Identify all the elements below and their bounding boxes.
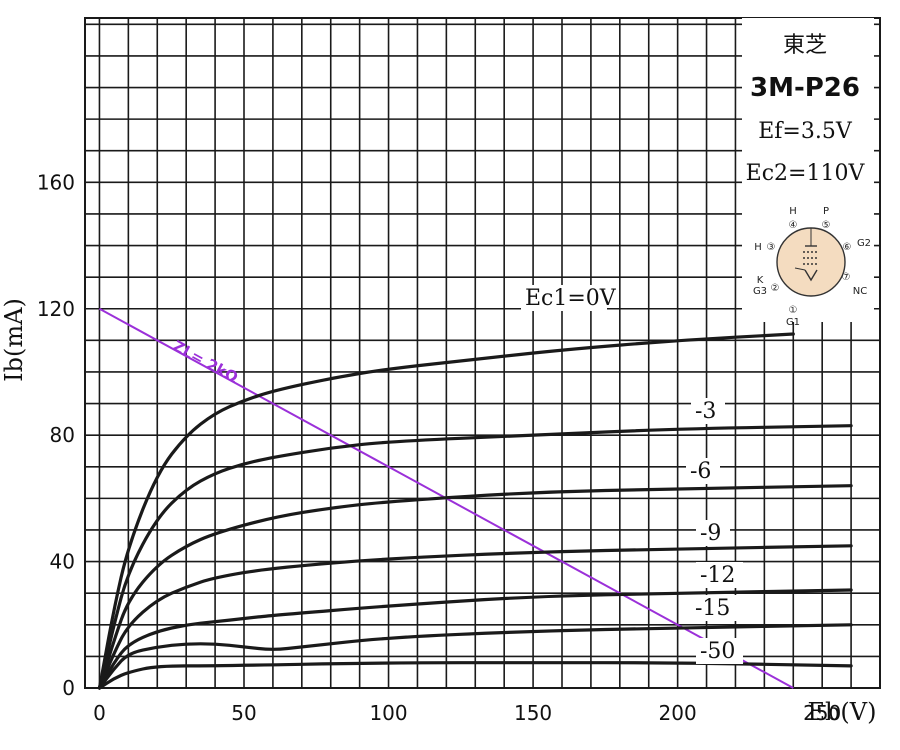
tube-symbol-icon (794, 228, 819, 282)
pin-6-number: ⑥ (843, 242, 852, 253)
y-tick-label: 120 (37, 297, 75, 321)
x-axis-label: Eb(V) (808, 698, 877, 726)
series-label-background (521, 285, 607, 311)
series-label-background (696, 520, 730, 546)
series-label: -50 (700, 639, 735, 664)
series-label-background (691, 398, 725, 424)
curve-ec1-3 (97, 424, 853, 690)
curves (97, 332, 853, 690)
curve-ec1-12 (97, 588, 853, 690)
pin-3-number: ③ (767, 242, 776, 253)
y-tick-label: 80 (50, 423, 75, 447)
x-tick-label: 50 (231, 701, 256, 725)
filament-voltage: Ef=3.5V (758, 119, 853, 144)
x-tick-label: 0 (93, 701, 106, 725)
pin-4-label: H (789, 206, 797, 217)
series-label-background (691, 595, 738, 621)
curve-ec1-50 (97, 661, 853, 690)
series-label: -6 (690, 459, 711, 484)
curve-ec1-6 (97, 484, 853, 690)
curve-ec1-15 (97, 623, 853, 690)
pin-diagram: ① G1 ② K G3 ③ H ④ H ⑤ P ⑥ G2 ⑦ NC (753, 206, 871, 328)
pin-5-label: P (823, 206, 829, 217)
pin-2-label: K (757, 275, 764, 286)
series-label-background (686, 458, 720, 484)
y-tick-label: 40 (50, 550, 75, 574)
plot-frame (84, 17, 881, 689)
series-label: -9 (700, 521, 721, 546)
tube-model: 3M-P26 (750, 73, 860, 103)
pin-6-label: G2 (857, 238, 871, 249)
x-tick-label: 200 (659, 701, 697, 725)
screen-voltage: Ec2=110V (746, 161, 866, 186)
pin-1-label: G1 (786, 317, 800, 328)
maker-name: 東芝 (783, 33, 827, 58)
series-label-background (696, 562, 743, 588)
series-label: Ec1=0V (525, 286, 617, 311)
x-tick-label: 250 (803, 701, 841, 725)
x-tick-label: 100 (369, 701, 407, 725)
series-label-background (696, 638, 743, 664)
series-label: -3 (695, 399, 716, 424)
y-axis-label: Ib(mA) (0, 298, 28, 382)
labels: 0 50 100 150 200 250 0 40 80 120 160 Eb(V) Ib(mA) Ec1… (0, 170, 876, 726)
curve-ec1-10 (97, 332, 795, 690)
y-tick-label: 160 (37, 170, 75, 194)
pin-7-label: NC (853, 286, 867, 297)
x-tick-label: 150 (514, 701, 552, 725)
series-label: -15 (695, 596, 730, 621)
pin-5-number: ⑤ (822, 220, 831, 231)
pin-2-number: ② (771, 283, 780, 294)
pin-2-label-g3: G3 (753, 286, 767, 297)
pin-3-label: H (754, 242, 762, 253)
pin-1-number: ① (789, 305, 798, 316)
load-line-label: ZL= 2kΩ (170, 337, 241, 387)
curve-ec1-9 (97, 544, 853, 690)
series-label: -12 (700, 563, 735, 588)
tube-info-panel: 東芝 3M-P26 Ef=3.5V Ec2=110V ① G1 ② K G3 ③… (742, 18, 874, 328)
pin-7-number: ⑦ (842, 272, 851, 283)
y-tick-label: 0 (62, 676, 75, 700)
pin-4-number: ④ (789, 220, 798, 231)
